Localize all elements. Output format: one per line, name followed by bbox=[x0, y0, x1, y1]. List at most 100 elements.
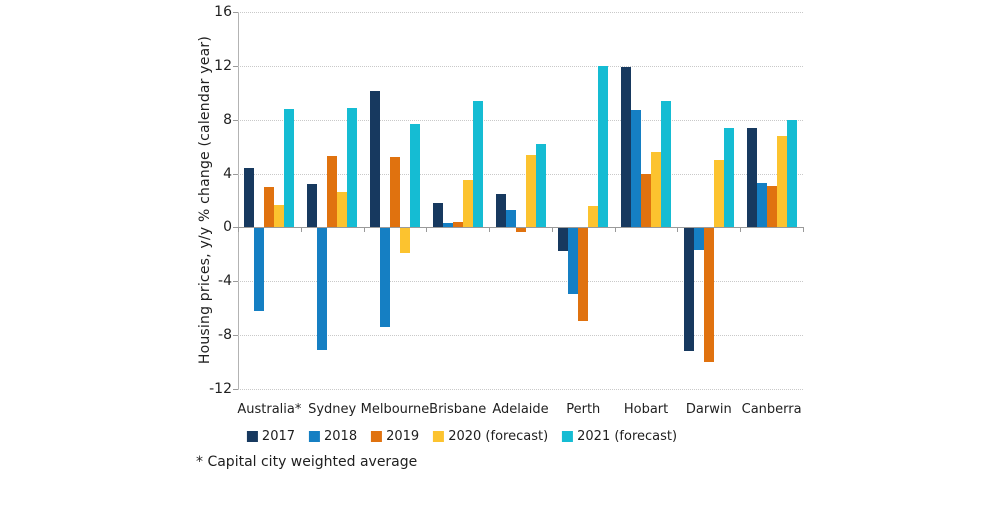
x-tick-mark bbox=[740, 227, 742, 233]
bar-2019-Sydney bbox=[327, 156, 338, 228]
bar-2017-Australia bbox=[244, 168, 255, 228]
bar-2019-Brisbane bbox=[452, 222, 463, 228]
bar-2020-Australia bbox=[274, 204, 285, 228]
y-tick-label: -12 bbox=[209, 381, 232, 397]
plot-area bbox=[233, 12, 804, 390]
bar-2018-Perth bbox=[568, 228, 579, 295]
bar-2021-Canberra bbox=[786, 119, 797, 228]
x-tick-mark bbox=[551, 227, 553, 233]
y-tick-label: 12 bbox=[214, 57, 232, 74]
legend-label: 2019 bbox=[386, 429, 420, 444]
bar-2021-Sydney bbox=[347, 107, 358, 228]
bar-2020-Brisbane bbox=[462, 180, 473, 228]
legend-item: 2021 (forecast) bbox=[562, 429, 677, 444]
footnote: * Capital city weighted average bbox=[196, 454, 418, 470]
bar-2021-Adelaide bbox=[535, 143, 546, 228]
bar-2020-Perth bbox=[588, 205, 599, 228]
bar-2017-Sydney bbox=[307, 184, 318, 228]
bar-2018-Sydney bbox=[317, 228, 328, 350]
gridline bbox=[238, 12, 803, 13]
y-tick-label: 16 bbox=[214, 4, 232, 20]
legend-item: 2018 bbox=[309, 429, 357, 444]
gridline bbox=[238, 119, 803, 121]
bar-2021-Melbourne bbox=[409, 123, 420, 228]
bar-2019-Darwin bbox=[703, 228, 714, 362]
bar-2017-Perth bbox=[558, 228, 569, 252]
gridline bbox=[238, 389, 803, 390]
legend-swatch bbox=[309, 431, 321, 442]
x-tick-mark bbox=[677, 227, 679, 233]
x-axis-label: Perth bbox=[566, 402, 601, 417]
legend-item: 2020 (forecast) bbox=[433, 429, 548, 444]
bar-2017-Darwin bbox=[683, 228, 694, 351]
bar-2017-Melbourne bbox=[369, 91, 380, 228]
x-axis-label: Canberra bbox=[741, 402, 802, 417]
y-tick-mark bbox=[233, 12, 238, 13]
bar-2017-Canberra bbox=[746, 127, 757, 228]
bar-2018-Australia bbox=[254, 228, 265, 311]
x-tick-mark bbox=[803, 227, 804, 233]
y-tick-label: -8 bbox=[218, 327, 232, 344]
legend-swatch bbox=[433, 431, 445, 442]
bar-2020-Adelaide bbox=[525, 154, 536, 228]
x-tick-mark bbox=[426, 227, 428, 233]
y-tick-label: -4 bbox=[218, 273, 232, 290]
legend: 2017 2018 2019 2020 (forecast) 2021 (forecas… bbox=[246, 429, 677, 444]
bar-2020-Sydney bbox=[337, 192, 348, 228]
bar-2018-Brisbane bbox=[442, 223, 453, 228]
gridline bbox=[238, 173, 803, 175]
legend-item: 2019 bbox=[371, 429, 419, 444]
x-axis-label: Adelaide bbox=[492, 402, 549, 417]
bar-2018-Canberra bbox=[756, 182, 767, 228]
y-tick-label: 0 bbox=[223, 219, 232, 236]
legend-label: 2018 bbox=[324, 429, 358, 444]
bar-2021-Hobart bbox=[661, 100, 672, 228]
x-axis-label: Australia* bbox=[237, 402, 302, 417]
x-axis-label: Melbourne bbox=[360, 402, 430, 417]
bar-2019-Adelaide bbox=[515, 228, 526, 233]
gridline bbox=[238, 65, 803, 67]
x-tick-mark bbox=[363, 227, 365, 233]
x-tick-mark bbox=[489, 227, 491, 233]
x-axis-label: Brisbane bbox=[429, 402, 487, 417]
x-axis-label: Sydney bbox=[308, 402, 357, 417]
legend-label: 2020 (forecast) bbox=[448, 429, 549, 444]
y-tick-label: 4 bbox=[223, 165, 232, 182]
bar-2017-Hobart bbox=[621, 67, 632, 228]
y-tick-mark bbox=[233, 389, 238, 390]
x-axis-label: Darwin bbox=[685, 402, 732, 417]
y-tick-mark bbox=[233, 65, 238, 67]
y-tick-mark bbox=[233, 281, 238, 283]
y-axis-title-text: Housing prices, y/y % change (calendar y… bbox=[197, 36, 213, 365]
y-tick-mark bbox=[233, 227, 238, 229]
legend-label: 2017 bbox=[261, 429, 296, 444]
x-axis-zero-line bbox=[238, 226, 803, 228]
bar-2018-Hobart bbox=[631, 110, 642, 228]
gridline bbox=[238, 335, 803, 337]
y-tick-mark bbox=[233, 119, 238, 121]
bar-2021-Brisbane bbox=[472, 100, 483, 228]
bar-2021-Perth bbox=[598, 65, 609, 228]
bar-2019-Perth bbox=[578, 228, 589, 322]
bar-2020-Hobart bbox=[651, 152, 662, 228]
gridline bbox=[238, 281, 803, 283]
bar-2020-Melbourne bbox=[399, 228, 410, 253]
bar-2018-Adelaide bbox=[505, 209, 516, 228]
bar-2021-Australia bbox=[284, 108, 295, 228]
x-tick-mark bbox=[300, 227, 302, 233]
legend-swatch bbox=[371, 431, 383, 442]
bar-2018-Melbourne bbox=[379, 228, 390, 327]
bar-2019-Melbourne bbox=[389, 157, 400, 228]
legend-label: 2021 (forecast) bbox=[577, 429, 678, 444]
bar-2019-Australia bbox=[264, 187, 275, 228]
legend-item: 2017 bbox=[246, 429, 296, 444]
y-tick-label: 8 bbox=[223, 111, 232, 128]
bar-2019-Hobart bbox=[641, 173, 652, 228]
bar-2020-Darwin bbox=[713, 160, 724, 228]
y-axis-line bbox=[238, 12, 239, 389]
bar-2020-Canberra bbox=[776, 135, 787, 228]
y-tick-mark bbox=[233, 173, 238, 175]
bar-2019-Canberra bbox=[766, 185, 777, 228]
legend-swatch bbox=[562, 431, 574, 442]
